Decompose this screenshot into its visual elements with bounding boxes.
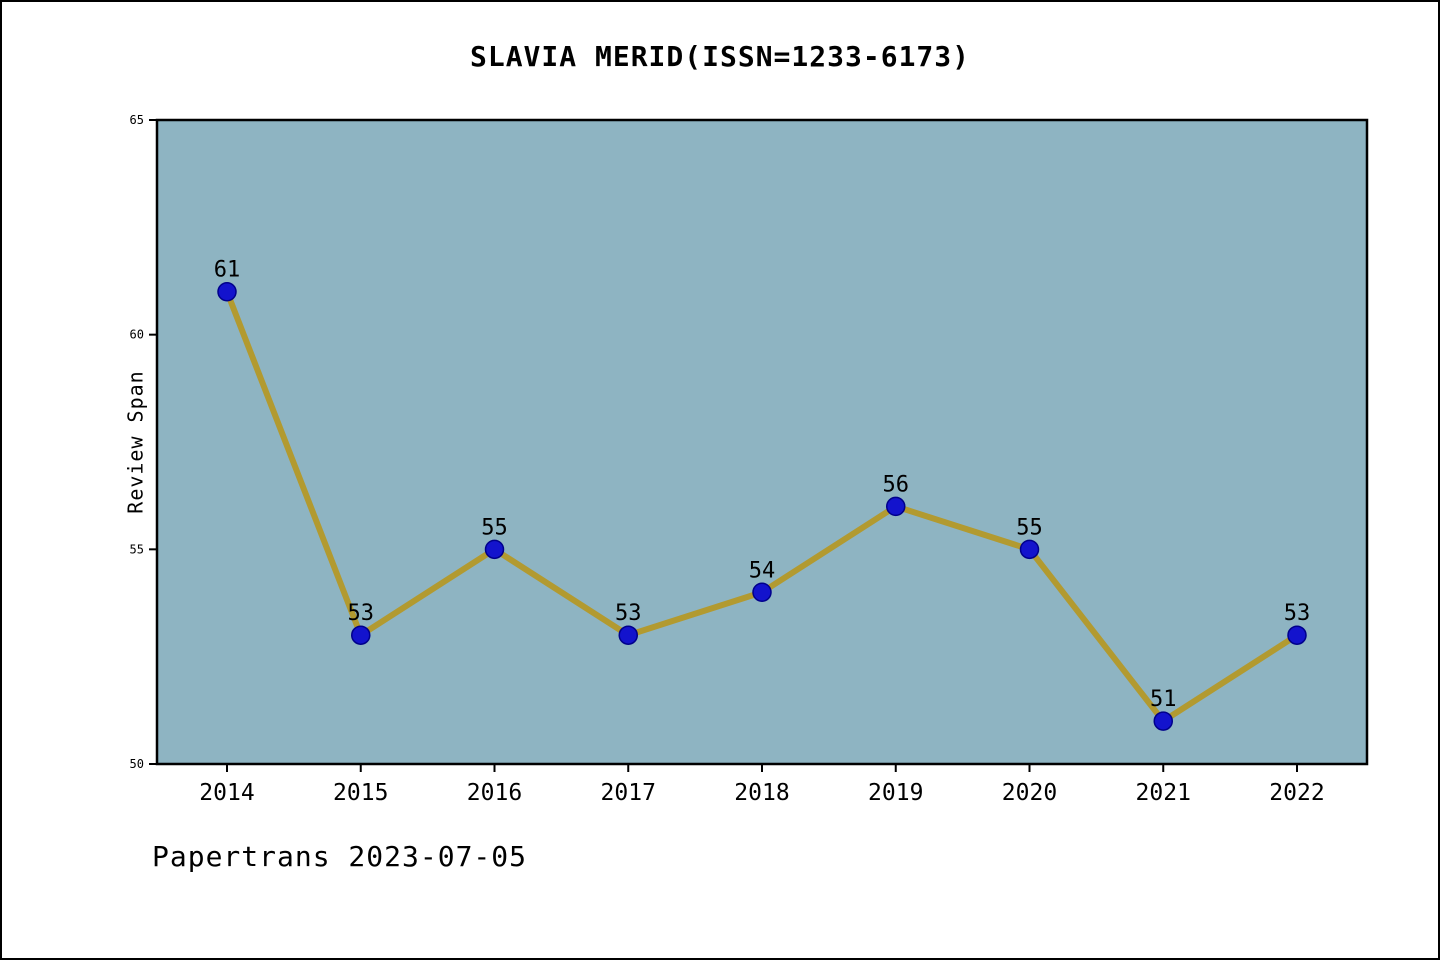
x-tick-label: 2017 xyxy=(601,780,656,806)
x-tick-label: 2018 xyxy=(734,780,789,806)
y-tick-label: 50 xyxy=(130,757,144,771)
x-tick-label: 2015 xyxy=(333,780,388,806)
data-point-label: 53 xyxy=(1284,601,1311,626)
data-point-label: 54 xyxy=(749,558,776,583)
data-point-marker xyxy=(1153,711,1173,731)
data-point-marker xyxy=(217,281,237,302)
data-point-marker xyxy=(351,625,371,645)
data-point-marker xyxy=(886,496,906,517)
data-point-marker xyxy=(1287,625,1307,645)
x-tick-label: 2020 xyxy=(1002,780,1057,806)
data-point-marker xyxy=(484,539,505,560)
data-point-label: 55 xyxy=(481,515,508,540)
x-tick-label: 2021 xyxy=(1136,780,1191,806)
y-tick-label: 60 xyxy=(130,328,144,342)
x-tick-label: 2016 xyxy=(467,780,522,806)
x-tick-label: 2014 xyxy=(199,780,254,806)
x-tick-label: 2022 xyxy=(1269,780,1324,806)
y-tick-label: 65 xyxy=(130,113,144,127)
plot-area xyxy=(155,118,1369,766)
data-point-label: 53 xyxy=(615,601,642,626)
data-point-label: 53 xyxy=(348,601,375,626)
data-point-label: 56 xyxy=(883,472,910,497)
data-point-marker xyxy=(618,625,638,645)
data-point-label: 51 xyxy=(1150,687,1177,712)
footer-caption: Papertrans 2023-07-05 xyxy=(152,840,528,873)
data-point-marker xyxy=(752,582,772,603)
x-tick-label: 2019 xyxy=(868,780,923,806)
data-point-label: 55 xyxy=(1016,515,1043,540)
y-tick-label: 55 xyxy=(130,542,144,556)
data-point-marker xyxy=(1019,539,1040,560)
data-point-label: 61 xyxy=(214,258,241,283)
chart-title: SLAVIA MERID(ISSN=1233-6173) xyxy=(469,40,970,73)
